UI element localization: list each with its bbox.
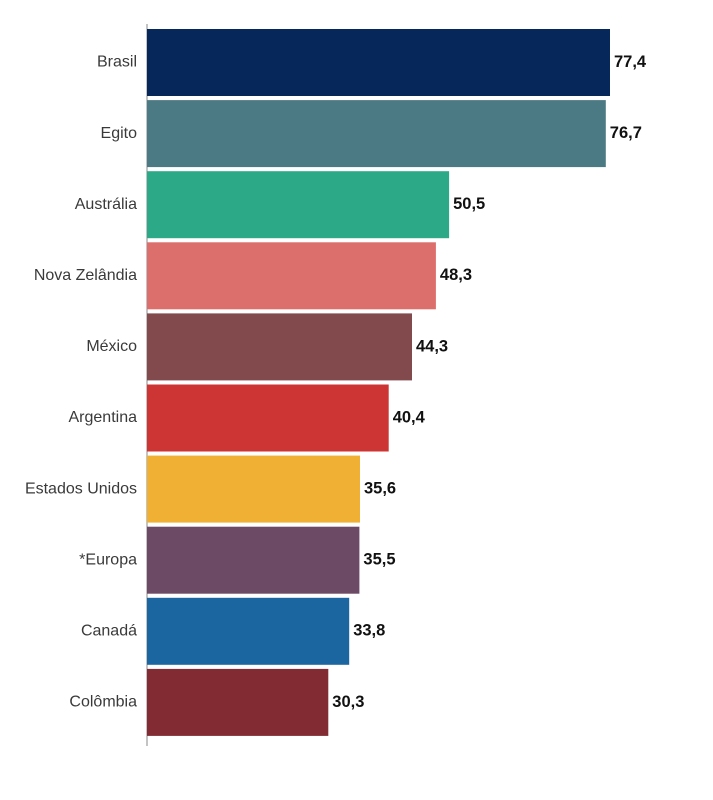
bar-9 [147,668,329,736]
bar-1 [147,100,606,168]
bar-5 [147,384,389,452]
value-label-0: 77,4 [614,53,647,71]
value-label-8: 33,8 [353,622,385,640]
category-label-0: Brasil [97,54,137,71]
bar-3 [147,242,436,310]
value-label-9: 30,3 [332,693,364,711]
category-label-6: Estados Unidos [25,480,137,497]
category-label-5: Argentina [69,409,138,426]
value-label-3: 48,3 [440,266,472,284]
category-label-3: Nova Zelândia [34,267,137,284]
bar-7 [147,526,360,594]
category-label-4: México [86,338,137,355]
bar-6 [147,455,360,523]
value-label-5: 40,4 [393,408,426,426]
category-label-2: Austrália [75,196,137,213]
bars-group: Brasil 77,4 Egito 76,7 Austrália 50,5 Nova Zel… [25,29,647,736]
value-label-7: 35,5 [363,551,395,569]
bar-4 [147,313,412,381]
category-label-7: *Europa [79,551,137,568]
bar-0 [147,29,610,96]
value-label-4: 44,3 [416,337,448,355]
value-label-6: 35,6 [364,479,396,497]
category-label-9: Colômbia [69,694,137,711]
bar-8 [147,597,350,665]
value-label-1: 76,7 [610,124,642,142]
value-label-2: 50,5 [453,195,485,213]
category-label-1: Egito [101,125,138,142]
bar-2 [147,171,450,239]
category-label-8: Canadá [81,623,137,640]
